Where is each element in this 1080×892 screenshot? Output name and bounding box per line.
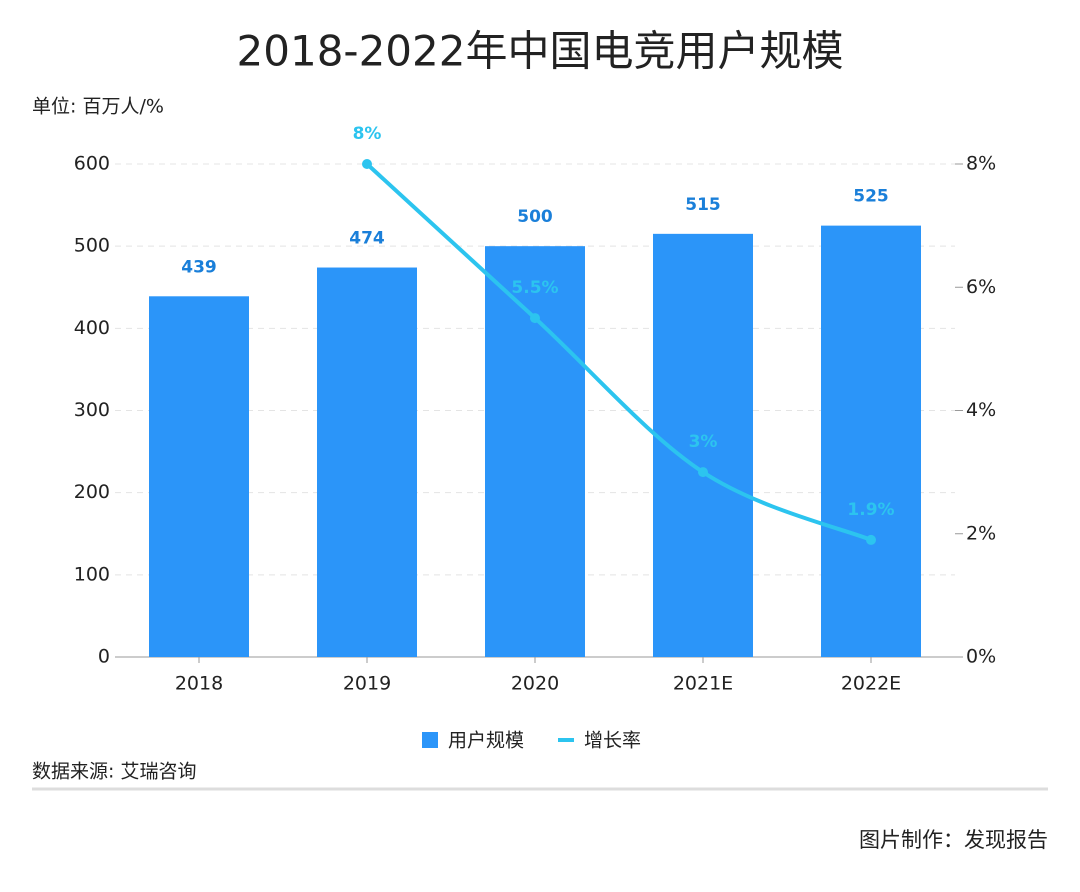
legend-label: 增长率 [584, 730, 641, 752]
line-point [530, 313, 540, 324]
bar-value-label: 439 [181, 257, 217, 277]
y-tick-label: 300 [74, 399, 110, 421]
unit-label: 单位: 百万人/% [32, 96, 164, 118]
line-point [362, 159, 372, 169]
bar-value-label: 525 [853, 187, 889, 207]
legend-label: 用户规模 [448, 730, 524, 752]
y-tick-label: 400 [74, 317, 110, 339]
y-tick-label: 0 [98, 646, 110, 668]
bar [149, 296, 249, 657]
x-tick-label: 2021E [673, 673, 733, 695]
y2-tick-label: 6% [966, 276, 996, 298]
credit: 图片制作：发现报告 [859, 828, 1048, 852]
y2-tick-label: 0% [966, 646, 996, 668]
y-tick-label: 500 [74, 235, 110, 257]
line-point [866, 534, 876, 545]
bar-value-label: 474 [349, 229, 385, 249]
x-tick-label: 2022E [841, 673, 901, 695]
line-point [698, 467, 708, 478]
line-value-label: 1.9% [847, 500, 894, 520]
chart-title: 2018-2022年中国电竞用户规模 [237, 27, 844, 76]
y2-tick-label: 2% [966, 522, 996, 544]
y-tick-label: 100 [74, 563, 110, 585]
y-tick-label: 200 [74, 481, 110, 503]
line-value-label: 3% [689, 432, 718, 452]
bar-value-label: 500 [517, 207, 553, 227]
x-tick-label: 2020 [511, 673, 559, 695]
bar-value-label: 515 [685, 195, 721, 215]
y-tick-label: 600 [74, 153, 110, 175]
y2-tick-label: 4% [966, 399, 996, 421]
line-value-label: 8% [353, 124, 382, 144]
x-tick-label: 2019 [343, 673, 391, 695]
bar [821, 225, 921, 657]
line-value-label: 5.5% [511, 278, 558, 298]
growth-line [365, 162, 872, 542]
y2-tick-label: 8% [966, 153, 996, 175]
bar [485, 246, 585, 657]
bar [317, 267, 417, 657]
source: 数据来源: 艾瑞咨询 [32, 761, 196, 783]
legend-swatch [422, 732, 438, 748]
x-tick-label: 2018 [175, 673, 223, 695]
